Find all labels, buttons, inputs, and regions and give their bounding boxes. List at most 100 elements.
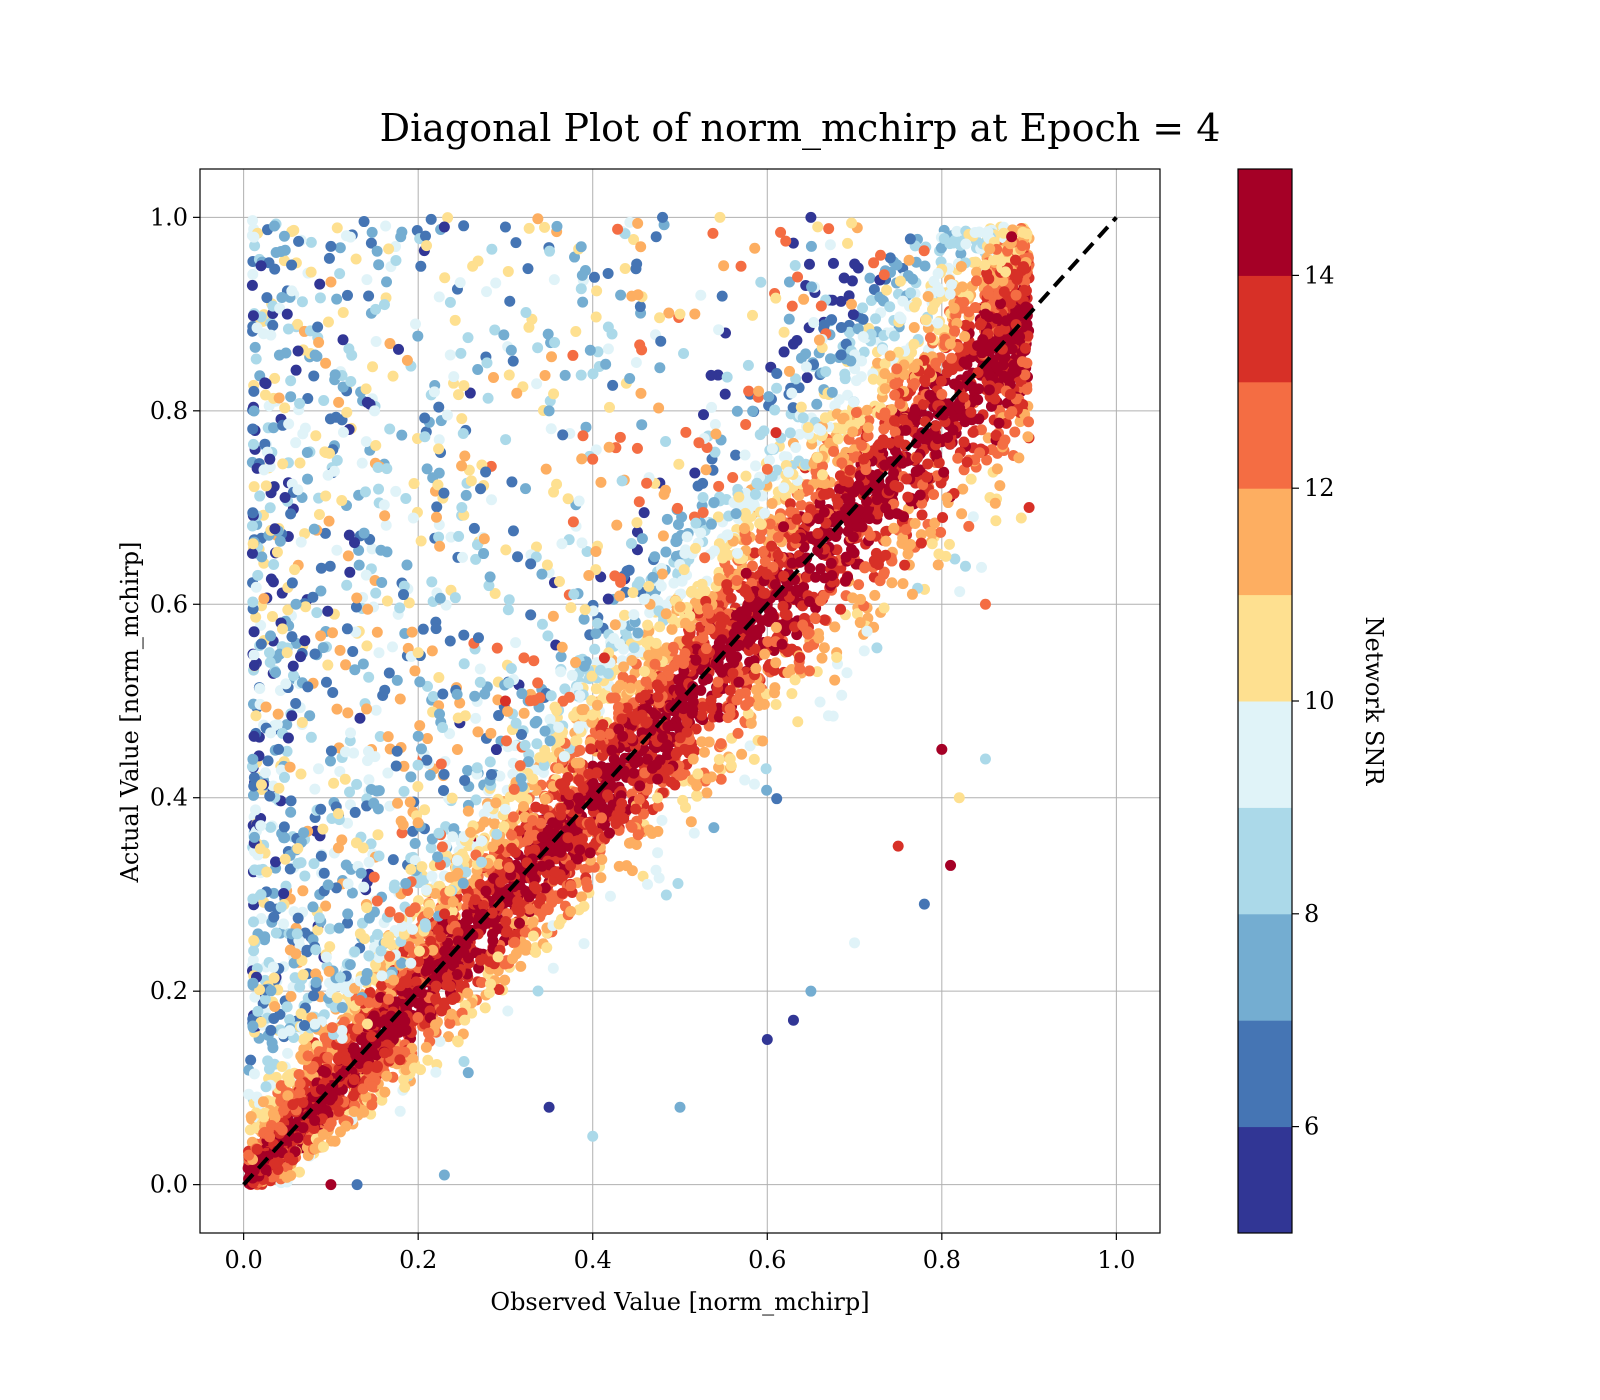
scatter-point [739,774,751,786]
scatter-point [539,882,551,894]
scatter-point [530,946,542,958]
scatter-point [680,801,692,813]
scatter-point [781,451,793,463]
scatter-point [649,551,661,563]
scatter-point [562,772,574,784]
scatter-point [724,703,736,715]
scatter-point [544,713,556,725]
scatter-point [1020,342,1032,354]
scatter-point [516,729,528,741]
scatter-point [652,825,664,837]
scatter-point [904,233,916,245]
scatter-point [721,646,733,658]
scatter-point [951,225,963,237]
scatter-point [287,1099,299,1111]
scatter-point [703,736,715,748]
scatter-point [852,480,864,492]
scatter-point [826,570,838,582]
scatter-point [769,404,781,416]
scatter-point [862,422,874,434]
scatter-point [358,1106,370,1118]
scatter-point [650,864,662,876]
scatter-point [243,1088,255,1100]
scatter-point [872,508,884,520]
scatter-point [759,507,771,519]
scatter-point [891,363,903,375]
scatter-point [559,683,571,695]
scatter-point [422,1054,434,1066]
scatter-point [715,773,727,785]
scatter-point [854,617,866,629]
scatter-point [884,301,896,313]
scatter-point [956,508,968,520]
scatter-point [540,903,552,915]
scatter-point [916,497,928,509]
scatter-point [570,735,582,747]
scatter-point [846,275,858,287]
scatter-point [613,860,625,872]
scatter-point [991,463,1003,475]
scatter-point [979,259,991,271]
scatter-point [585,820,597,832]
scatter-point [245,1054,257,1066]
scatter-point [798,541,810,553]
scatter-point [836,457,848,469]
scatter-point [394,1054,406,1066]
scatter-point [666,623,678,635]
scatter-point [698,409,710,421]
scatter-point [744,740,756,752]
scatter-point [763,454,775,466]
scatter-point [493,858,505,870]
scatter-point [493,983,505,995]
scatter-point [863,513,875,525]
scatter-point [841,667,853,679]
scatter-point [802,641,814,653]
scatter-point [556,887,568,899]
scatter-point [651,679,663,691]
scatter-point [595,872,607,884]
scatter-point [355,1034,367,1046]
scatter-point [802,422,814,434]
scatter-point [1004,388,1016,400]
scatter-point [590,627,602,639]
scatter-point [990,515,1002,527]
scatter-point [665,776,677,788]
scatter-point [576,833,588,845]
scatter-point [387,1025,399,1037]
scatter-point [641,753,653,765]
scatter-point [958,436,970,448]
scatter-point [844,464,856,476]
scatter-point [285,1169,297,1181]
scatter-point [960,238,972,250]
scatter-point [804,562,816,574]
scatter-point [861,625,873,637]
scatter-point [484,978,496,990]
scatter-point [783,466,795,478]
scatter-point [828,445,840,457]
scatter-point [577,782,589,794]
scatter-point [772,531,784,543]
scatter-point [673,674,685,686]
scatter-point [794,663,806,675]
scatter-point [662,749,674,761]
scatter-point [879,383,891,395]
scatter-point [935,526,947,538]
scatter-point [1014,331,1026,343]
scatter-point [757,735,769,747]
scatter-point [932,268,944,280]
scatter-point [660,889,672,901]
scatter-point [578,660,590,672]
scatter-point [993,417,1005,429]
scatter-point [771,367,783,379]
scatter-point [636,709,648,721]
scatter-point [826,386,838,398]
scatter-point [778,570,790,582]
scatter-point [1018,284,1030,296]
scatter-point [784,498,796,510]
scatter-point [248,1068,260,1080]
scatter-point [260,1081,272,1093]
scatter-point [446,993,458,1005]
scatter-point [905,287,917,299]
scatter-point [877,434,889,446]
scatter-point [994,480,1006,492]
